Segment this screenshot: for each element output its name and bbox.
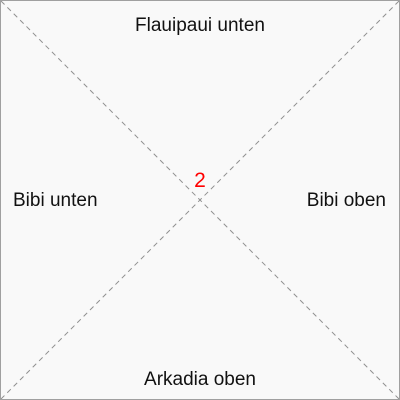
zone-left-label[interactable]: Bibi unten — [13, 190, 98, 211]
zone-bottom-label[interactable]: Arkadia oben — [144, 369, 256, 390]
center-count: 2 — [194, 169, 206, 192]
zone-top-label[interactable]: Flauipaui unten — [135, 15, 265, 36]
zone-right-label[interactable]: Bibi oben — [306, 190, 386, 211]
